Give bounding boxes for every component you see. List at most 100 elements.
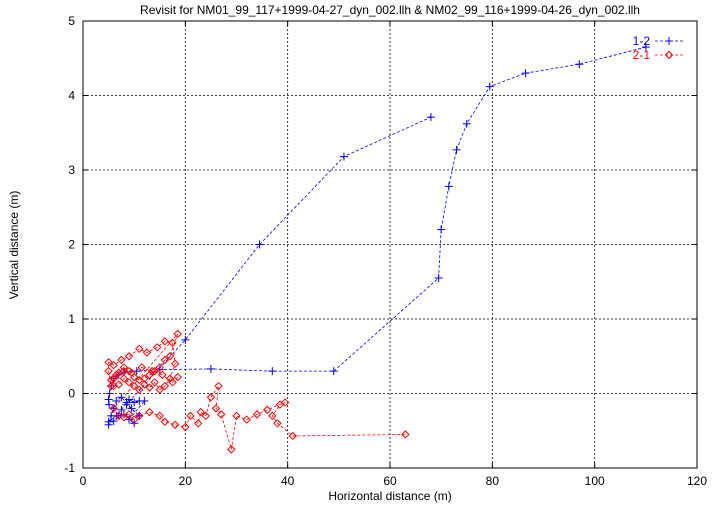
data-point — [160, 355, 170, 365]
x-tick-label: 60 — [383, 474, 397, 488]
data-point — [196, 407, 205, 417]
data-point — [152, 343, 162, 352]
data-point — [181, 335, 190, 344]
data-point — [426, 113, 435, 122]
data-point — [104, 358, 113, 367]
x-tick-label: 80 — [486, 474, 500, 488]
x-axis-label: Horizontal distance (m) — [328, 489, 451, 503]
data-point — [124, 378, 134, 387]
data-point — [232, 411, 241, 421]
data-point — [125, 415, 134, 424]
data-point — [462, 119, 471, 128]
data-point — [444, 182, 453, 191]
data-point — [160, 337, 170, 346]
y-axis-label: Vertical distance (m) — [7, 191, 21, 300]
data-point — [193, 419, 203, 428]
data-point — [160, 381, 170, 391]
data-point — [135, 411, 144, 421]
data-point — [181, 422, 190, 432]
data-point — [106, 381, 116, 391]
data-point — [155, 385, 164, 394]
data-point — [252, 410, 262, 419]
data-point — [117, 355, 126, 365]
data-point — [168, 338, 177, 348]
data-point — [147, 366, 157, 376]
chart-title: Revisit for NM01_99_117+1999-04-27_dyn_0… — [140, 3, 640, 17]
x-tick-label: 120 — [687, 474, 707, 488]
data-point — [117, 405, 126, 414]
data-point — [140, 396, 149, 405]
data-point — [140, 374, 149, 383]
data-point — [437, 225, 446, 234]
data-point — [173, 329, 182, 339]
legend: 1-22-1 — [633, 34, 683, 62]
data-point — [160, 417, 170, 427]
grid — [83, 21, 697, 468]
data-point — [268, 367, 277, 376]
legend-marker — [665, 37, 673, 45]
data-point — [135, 411, 144, 420]
data-point — [452, 145, 461, 154]
data-point — [165, 374, 175, 383]
legend-marker — [664, 50, 674, 60]
data-point — [104, 395, 113, 404]
data-point — [124, 352, 134, 361]
data-point — [170, 359, 180, 368]
data-point — [206, 393, 216, 402]
y-tick-label: 5 — [68, 14, 75, 28]
data-point — [119, 363, 129, 372]
data-point — [104, 420, 113, 429]
x-tick-label: 40 — [281, 474, 295, 488]
data-point — [242, 415, 251, 424]
data-point — [105, 400, 114, 409]
data-point — [206, 364, 215, 373]
x-tick-label: 20 — [179, 474, 193, 488]
data-point — [339, 152, 348, 161]
legend-label: 1-2 — [633, 34, 651, 48]
data-point — [273, 419, 282, 428]
data-point — [262, 405, 272, 415]
data-point — [140, 380, 149, 389]
data-point — [521, 69, 530, 78]
data-point — [145, 407, 154, 417]
series-2-1 — [104, 329, 410, 454]
data-point — [117, 393, 126, 402]
data-point — [127, 404, 136, 413]
data-point — [129, 381, 139, 391]
data-point — [119, 374, 129, 383]
x-tick-label: 0 — [80, 474, 87, 488]
data-point — [255, 240, 264, 249]
data-point — [173, 372, 182, 382]
data-point — [105, 389, 114, 398]
y-tick-label: 4 — [68, 89, 75, 103]
data-point — [109, 404, 118, 413]
data-point — [280, 398, 290, 407]
data-point — [268, 411, 277, 421]
data-point — [109, 360, 118, 370]
data-point — [122, 400, 131, 409]
data-point — [112, 396, 121, 405]
y-tick-label: 0 — [68, 387, 75, 401]
data-point — [127, 368, 136, 377]
series-line — [108, 333, 406, 450]
data-point — [135, 344, 144, 354]
data-point — [109, 417, 118, 426]
data-point — [165, 352, 175, 361]
data-point — [109, 381, 118, 391]
data-point — [130, 398, 139, 407]
data-point — [158, 370, 167, 380]
data-point — [155, 363, 164, 372]
data-point — [227, 445, 236, 454]
data-point — [216, 410, 226, 419]
series-line — [107, 46, 646, 426]
data-point — [142, 348, 152, 357]
data-point — [288, 431, 297, 441]
y-tick-label: 3 — [68, 163, 75, 177]
data-point — [125, 395, 134, 404]
series-layer — [104, 43, 650, 454]
data-point — [150, 378, 159, 387]
data-point — [485, 82, 494, 91]
data-point — [135, 385, 144, 394]
data-point — [401, 430, 410, 439]
y-tick-label: 2 — [68, 238, 75, 252]
